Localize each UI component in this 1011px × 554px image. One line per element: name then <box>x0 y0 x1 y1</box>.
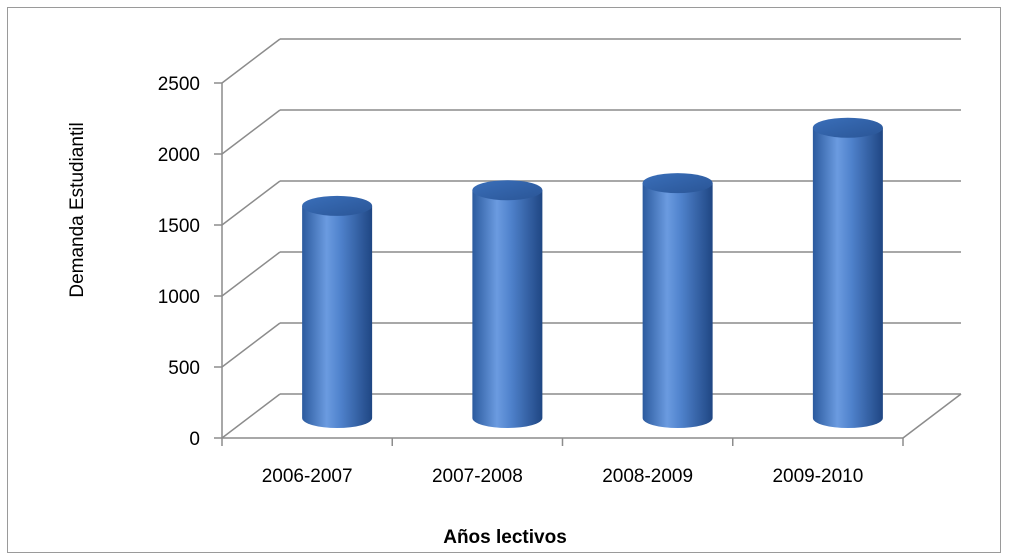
bar <box>472 180 543 428</box>
bar-body <box>302 205 373 428</box>
y-tick-label: 1000 <box>158 287 200 308</box>
x-tick-label: 2009-2010 <box>772 466 863 487</box>
bar-body <box>642 183 713 428</box>
grid-diagonal <box>221 322 281 368</box>
bar-body <box>812 127 883 429</box>
y-tick-label: 2500 <box>158 74 200 95</box>
floor-right-edge <box>902 393 962 439</box>
axis-labels: 0 500 1000 1500 2000 2500 2006-2007 2007-2008 20… <box>67 74 863 548</box>
y-tick-label: 0 <box>189 429 200 450</box>
bar-top <box>302 195 373 216</box>
grid-diagonal <box>221 180 281 226</box>
bar <box>302 195 373 428</box>
y-tick-label: 2000 <box>158 145 200 166</box>
x-tick-label: 2006-2007 <box>262 466 353 487</box>
bar-top <box>472 180 543 201</box>
bar <box>642 173 713 428</box>
grid-diagonal <box>221 393 281 439</box>
grid-diagonal <box>221 38 281 84</box>
axes <box>214 82 962 446</box>
bar-body <box>472 190 543 428</box>
x-axis-label: Años lectivos <box>443 527 567 548</box>
y-tick-label: 1500 <box>158 216 200 237</box>
bar-top <box>812 117 883 138</box>
grid-diagonal <box>221 109 281 155</box>
x-tick-label: 2008-2009 <box>602 466 693 487</box>
bars <box>302 117 883 429</box>
grid-diagonal <box>221 251 281 297</box>
bar-top <box>642 173 713 194</box>
y-tick-label: 500 <box>168 358 200 379</box>
y-axis-label: Demanda Estudiantil <box>67 122 88 297</box>
bar <box>812 117 883 429</box>
x-tick-label: 2007-2008 <box>432 466 523 487</box>
